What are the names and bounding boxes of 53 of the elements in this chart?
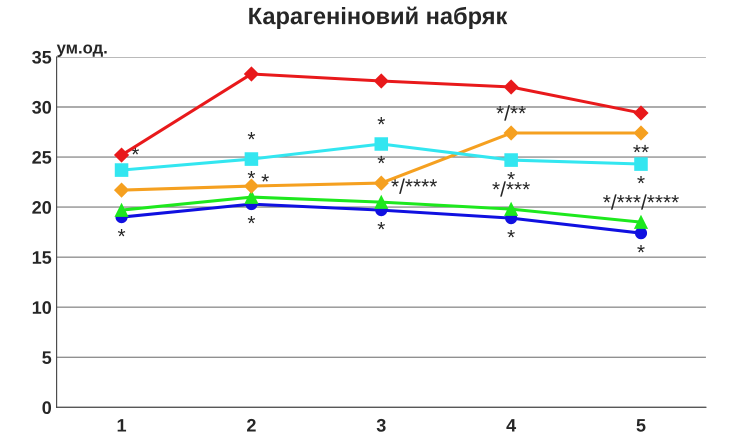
- point: [504, 80, 519, 94]
- point: [634, 215, 648, 229]
- annotation: */***: [492, 181, 530, 197]
- annotation: */***/****: [603, 194, 679, 210]
- annotation: *: [261, 174, 269, 182]
- annotation: *: [248, 132, 256, 140]
- annotation: *: [378, 222, 386, 230]
- annotation: *: [507, 172, 515, 180]
- point: [244, 152, 258, 166]
- point: [374, 195, 388, 209]
- y-tick-label: 25: [32, 150, 52, 164]
- annotation: *: [118, 229, 126, 236]
- point: [504, 153, 518, 167]
- annotation: *: [248, 216, 256, 224]
- x-tick-label: 5: [636, 419, 646, 432]
- point: [114, 182, 129, 198]
- point: [374, 137, 388, 151]
- point: [634, 126, 648, 140]
- x-tick-label: 2: [247, 418, 256, 432]
- point: [504, 202, 518, 216]
- point: [374, 74, 389, 88]
- annotation: *: [248, 170, 256, 178]
- y-tick-label: 0: [42, 401, 52, 414]
- point: [244, 178, 259, 194]
- point: [114, 203, 128, 217]
- point: [634, 227, 648, 240]
- point: [504, 126, 519, 140]
- point: [114, 163, 128, 177]
- annotation: */**: [496, 105, 526, 121]
- y-tick-label: 20: [32, 201, 52, 214]
- y-tick-label: 15: [32, 251, 52, 264]
- point: [244, 190, 258, 204]
- x-tick-label: 3: [376, 418, 386, 432]
- chart-title: Карагеніновий набряк: [249, 6, 508, 30]
- annotation: */****: [391, 178, 437, 194]
- x-tick-label: 1: [118, 419, 126, 432]
- point: [114, 148, 129, 162]
- point: [634, 157, 648, 171]
- x-tick-label: 4: [506, 419, 516, 432]
- point: [374, 176, 389, 190]
- y-tick-label: 35: [32, 50, 52, 64]
- point: [634, 106, 648, 120]
- annotation: **: [633, 144, 649, 152]
- annotation: *: [378, 117, 386, 124]
- annotation: *: [507, 230, 515, 238]
- y-tick-label: 10: [32, 301, 52, 314]
- point: [244, 66, 259, 82]
- annotation: *: [637, 245, 645, 252]
- y-tick-label: 5: [42, 351, 52, 364]
- y-axis-title: ум.од.: [56, 44, 107, 57]
- y-tick-label: 30: [32, 100, 52, 114]
- annotation: *: [637, 176, 645, 184]
- annotation: *: [378, 156, 386, 164]
